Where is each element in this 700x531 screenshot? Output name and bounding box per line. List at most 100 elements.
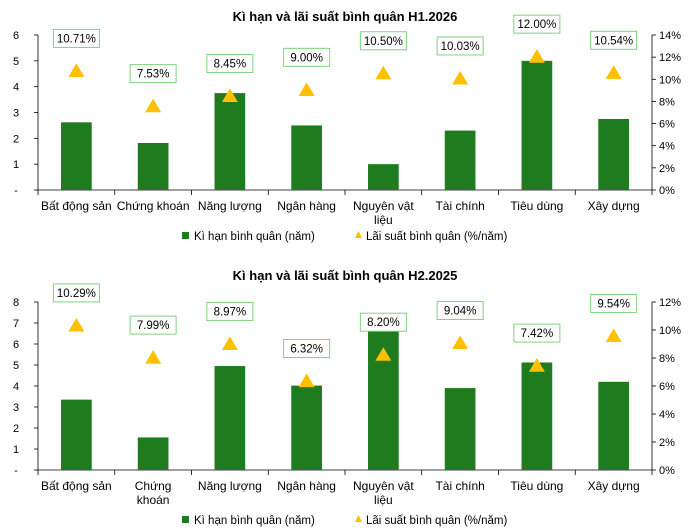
x-tick-label: Xây dựng bbox=[588, 199, 640, 213]
rate-marker-4 bbox=[298, 373, 315, 388]
rate-data-label: 12.00% bbox=[517, 19, 556, 31]
rate-marker-1 bbox=[68, 317, 85, 332]
rate-label-box bbox=[52, 283, 100, 303]
y-right-tick-label: 10% bbox=[659, 74, 681, 86]
y-left-tick-label: 3 bbox=[13, 402, 19, 414]
rate-marker-6 bbox=[452, 70, 469, 85]
legend-rate-label: Lãi suất bình quân (%/năm) bbox=[366, 515, 507, 527]
rate-marker-4 bbox=[298, 82, 315, 96]
bar-2 bbox=[137, 437, 169, 470]
bar-2 bbox=[137, 142, 169, 190]
rate-label-box bbox=[590, 293, 638, 313]
y-left-tick-label: 8 bbox=[13, 297, 19, 309]
x-tick-label: Bất động sản bbox=[41, 479, 112, 493]
legend: Kì hạn bình quân (năm) Lãi suất bình quân… bbox=[182, 515, 507, 527]
rate-marker-7 bbox=[528, 358, 545, 372]
rate-data-label: 10.50% bbox=[364, 36, 403, 48]
legend-bar-swatch bbox=[182, 516, 189, 523]
bar-4 bbox=[291, 125, 322, 190]
bar-8 bbox=[598, 118, 629, 190]
rate-marker-5 bbox=[375, 347, 392, 361]
x-tick-label: Tiêu dùng bbox=[510, 199, 563, 213]
x-tick-label: Ngân hàng bbox=[277, 199, 336, 213]
bar-3 bbox=[214, 93, 246, 190]
rate-data-label: 9.00% bbox=[290, 52, 323, 64]
rate-data-label: 8.20% bbox=[367, 317, 400, 329]
x-tick-label: Bất động sản bbox=[41, 199, 112, 213]
rate-label-box bbox=[283, 47, 331, 67]
y-right-tick-label: 6% bbox=[659, 119, 675, 131]
rate-marker-7 bbox=[528, 49, 545, 63]
rate-label-box bbox=[513, 14, 561, 34]
rate-marker-6 bbox=[452, 335, 469, 350]
bar-7 bbox=[521, 60, 553, 191]
x-tick-label: Xây dựng bbox=[588, 479, 640, 493]
y-right-tick-label: 0% bbox=[659, 185, 675, 197]
chart-2: Kì hạn và lãi suất bình quân H2.2025 - 1 2 3… bbox=[13, 268, 681, 527]
y-left-tick-label: 4 bbox=[13, 381, 19, 393]
y-left-tick-label: 1 bbox=[13, 444, 19, 456]
y-right-tick-label: 12% bbox=[659, 297, 681, 309]
x-tick-label: Tài chính bbox=[435, 199, 484, 213]
y-left-tick-label: 6 bbox=[13, 30, 19, 42]
rate-label-box bbox=[206, 301, 254, 321]
rate-data-label: 9.54% bbox=[597, 298, 630, 310]
x-tick-label: Tiêu dùng bbox=[510, 479, 563, 493]
rate-data-label: 6.32% bbox=[290, 344, 323, 356]
rate-label-box bbox=[283, 339, 331, 359]
rate-data-label: 10.03% bbox=[441, 41, 480, 53]
legend-rate-swatch bbox=[355, 231, 362, 238]
y-left-tick-label: 1 bbox=[13, 159, 19, 171]
rate-data-label: 8.97% bbox=[214, 306, 247, 318]
chart-1: Kì hạn và lãi suất bình quân H1.2026 - 1 2 3… bbox=[13, 9, 681, 243]
rate-label-box bbox=[436, 300, 484, 320]
legend-rate-label: Lãi suất bình quân (%/năm) bbox=[366, 231, 507, 243]
rate-marker-8 bbox=[605, 65, 622, 79]
rate-label-box bbox=[359, 312, 407, 332]
legend-bar-swatch bbox=[182, 232, 189, 239]
rate-label-box bbox=[359, 31, 407, 51]
bar-1 bbox=[61, 399, 92, 470]
rate-marker-2 bbox=[145, 350, 162, 364]
chart-title: Kì hạn và lãi suất bình quân H1.2026 bbox=[233, 9, 458, 24]
y-right-tick-label: 12% bbox=[659, 52, 681, 64]
y-left-tick-label: 5 bbox=[13, 360, 19, 372]
y-right-tick-label: 6% bbox=[659, 381, 675, 393]
rate-marker-5 bbox=[375, 65, 392, 80]
y-right-tick-label: 2% bbox=[659, 163, 675, 175]
rate-label-box bbox=[206, 53, 254, 73]
rate-label-box bbox=[129, 315, 177, 335]
rate-marker-3 bbox=[221, 88, 238, 103]
bar-3 bbox=[214, 366, 246, 470]
rate-marker-1 bbox=[68, 63, 85, 78]
y-left-tick-label: - bbox=[14, 465, 18, 477]
y-right-tick-label: 8% bbox=[659, 96, 675, 108]
bar-6 bbox=[444, 130, 476, 190]
y-left-tick-label: 4 bbox=[13, 82, 19, 94]
rate-label-box bbox=[129, 64, 177, 84]
x-tick-label: Nguyên vật liệu bbox=[353, 199, 414, 227]
bar-6 bbox=[444, 388, 476, 470]
x-tick-label: Chứng khoán bbox=[135, 479, 172, 507]
y-right-tick-label: 8% bbox=[659, 353, 675, 365]
legend-bar-label: Kì hạn bình quân (năm) bbox=[194, 231, 315, 243]
rate-data-label: 10.71% bbox=[57, 33, 96, 45]
rate-label-box bbox=[513, 323, 561, 343]
x-tick-label: Nguyên vật liệu bbox=[353, 479, 414, 507]
y-left-tick-label: 2 bbox=[13, 133, 19, 145]
y-left-tick-label: 2 bbox=[13, 423, 19, 435]
y-left-tick-label: 3 bbox=[13, 108, 19, 120]
y-left-tick-label: 5 bbox=[13, 56, 19, 68]
y-left-tick-label: 6 bbox=[13, 339, 19, 351]
bar-7 bbox=[521, 362, 553, 470]
rate-data-label: 8.45% bbox=[214, 58, 247, 70]
y-right-tick-label: 10% bbox=[659, 325, 681, 337]
x-tick-label: Năng lượng bbox=[198, 199, 262, 213]
bar-4 bbox=[291, 385, 322, 470]
x-tick-label: Ngân hàng bbox=[277, 479, 336, 493]
legend: Kì hạn bình quân (năm) Lãi suất bình quân… bbox=[182, 231, 507, 243]
rate-marker-2 bbox=[145, 98, 162, 113]
y-right-tick-label: 4% bbox=[659, 409, 675, 421]
